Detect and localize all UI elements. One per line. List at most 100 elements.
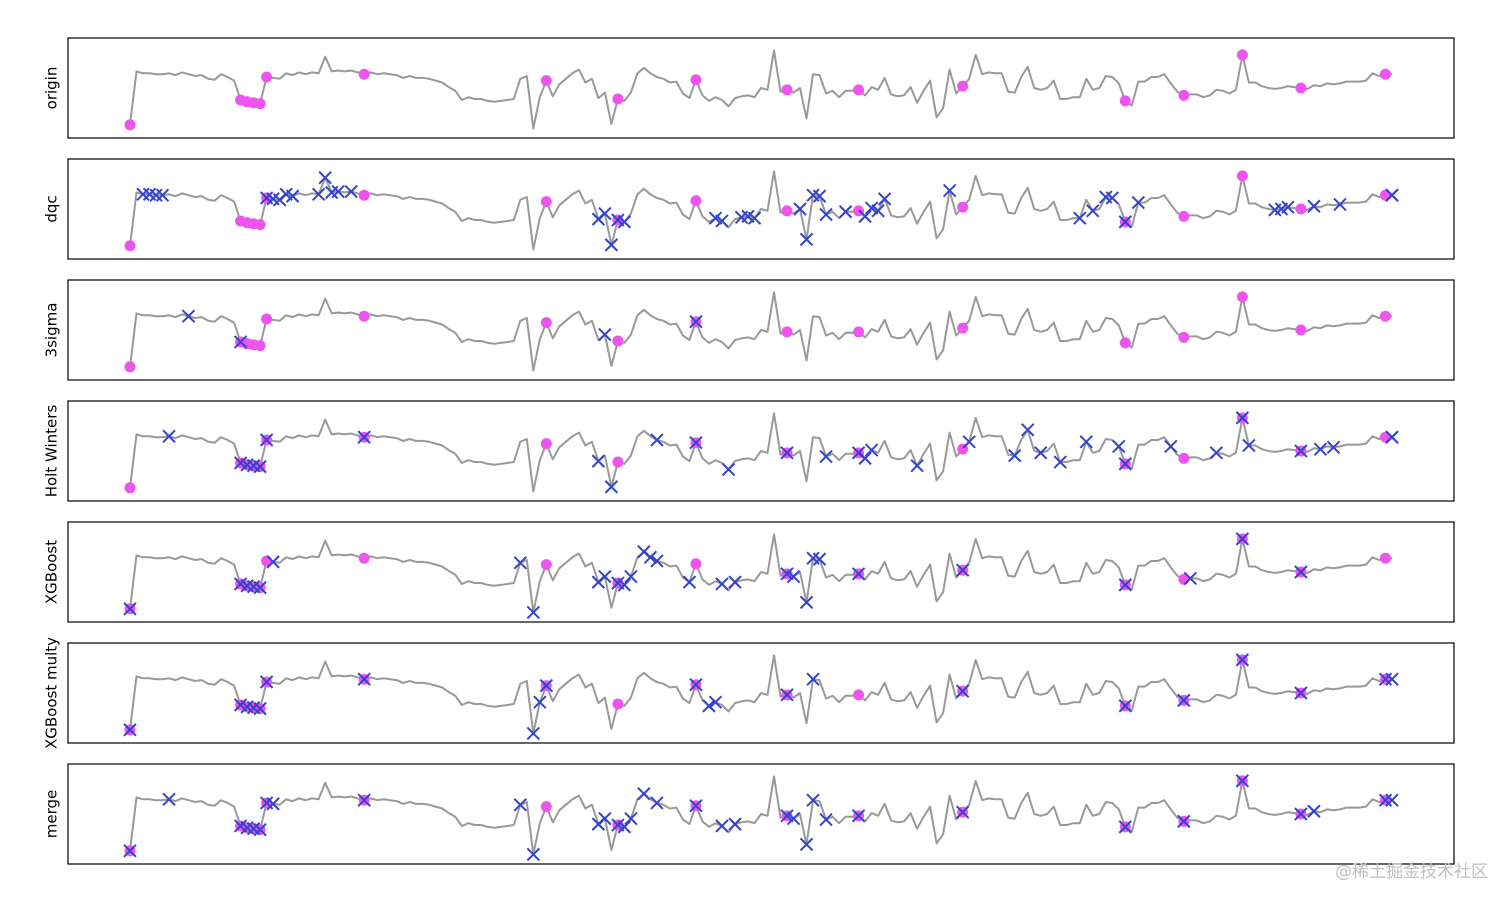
true-anomaly-point: [261, 71, 273, 83]
detected-anomaly-mark: [1385, 430, 1399, 444]
detected-anomaly-mark: [123, 844, 137, 858]
true-anomaly-point: [124, 361, 136, 373]
detected-anomaly-mark: [689, 436, 703, 450]
true-anomaly-point: [1295, 324, 1307, 336]
true-anomaly-point: [957, 80, 969, 92]
detected-anomaly-mark: [259, 675, 274, 689]
true-anomaly-point: [1236, 170, 1248, 182]
detected-anomaly-mark: [1378, 793, 1393, 807]
watermark-text: @稀土掘金技术社区: [1335, 862, 1488, 882]
detected-anomaly-mark: [643, 550, 658, 564]
detected-anomaly-mark: [539, 678, 554, 693]
detected-anomaly-mark: [851, 809, 866, 823]
panel-0: origin: [43, 37, 1455, 139]
detected-anomaly-mark: [1209, 446, 1224, 460]
detected-anomaly-mark: [266, 555, 280, 569]
true-anomaly-point: [358, 68, 370, 80]
detected-anomaly-mark: [513, 556, 528, 570]
detected-anomaly-mark: [838, 205, 853, 219]
detected-anomaly-mark: [1073, 211, 1087, 225]
true-anomaly-point: [957, 322, 969, 334]
panel-frame: [67, 37, 1455, 139]
true-anomaly-point: [612, 335, 624, 347]
detected-anomaly-mark: [819, 449, 833, 464]
detected-anomaly-mark: [253, 580, 267, 595]
detected-anomaly-mark: [591, 454, 606, 468]
detected-anomaly-mark: [526, 847, 541, 862]
detected-anomaly-mark: [136, 187, 150, 201]
detected-anomaly-mark: [598, 327, 612, 342]
detected-anomaly-mark: [871, 204, 885, 218]
series-line: [129, 775, 1392, 856]
detected-anomaly-mark: [864, 443, 879, 457]
true-anomaly-point: [1178, 331, 1190, 343]
detected-anomaly-mark: [155, 188, 170, 202]
detected-anomaly-mark: [708, 695, 723, 709]
true-anomaly-point: [1295, 82, 1307, 94]
true-anomaly-point: [1178, 210, 1190, 222]
detected-anomaly-mark: [598, 811, 612, 826]
detected-anomaly-mark: [1021, 423, 1035, 437]
panel-frame: [67, 521, 1455, 623]
panel-frame: [67, 763, 1455, 865]
detected-anomaly-mark: [1333, 197, 1347, 212]
detected-anomaly-mark: [799, 232, 814, 247]
true-anomaly-point: [254, 98, 266, 110]
detected-anomaly-mark: [942, 183, 957, 198]
detected-anomaly-mark: [650, 796, 664, 810]
detected-anomaly-mark: [812, 189, 827, 203]
detected-anomaly-mark: [637, 787, 651, 801]
panel-label: 3sigma: [43, 303, 61, 358]
detected-anomaly-mark: [598, 206, 612, 221]
true-anomaly-point: [612, 698, 624, 710]
detected-anomaly-mark: [1112, 439, 1126, 454]
detected-anomaly-mark: [123, 723, 137, 737]
true-anomaly-point: [358, 189, 370, 201]
true-anomaly-point: [853, 326, 865, 338]
detected-anomaly-mark: [851, 567, 866, 581]
panel-frame: [67, 158, 1455, 260]
true-anomaly-point: [540, 196, 552, 208]
detected-anomaly-mark: [1235, 774, 1250, 788]
true-anomaly-point: [540, 559, 552, 571]
detected-anomaly-mark: [1294, 686, 1308, 700]
true-anomaly-point: [1379, 310, 1391, 322]
detected-anomaly-mark: [877, 192, 892, 206]
detected-anomaly-mark: [1294, 565, 1308, 579]
detected-anomaly-mark: [233, 335, 248, 349]
detected-anomaly-mark: [1385, 672, 1399, 686]
detected-anomaly-mark: [318, 171, 332, 185]
true-anomaly-point: [1236, 49, 1248, 61]
detected-anomaly-mark: [780, 688, 794, 702]
detected-anomaly-mark: [650, 433, 664, 447]
detected-anomaly-mark: [266, 797, 280, 811]
detected-anomaly-mark: [799, 595, 814, 610]
panel-2: 3sigma: [43, 279, 1455, 381]
detected-anomaly-mark: [1294, 444, 1308, 458]
detected-anomaly-mark: [1086, 204, 1100, 218]
detected-anomaly-mark: [259, 433, 274, 447]
detected-anomaly-mark: [162, 792, 176, 806]
detected-anomaly-mark: [1177, 693, 1191, 708]
detected-anomaly-mark: [526, 726, 541, 741]
detected-anomaly-mark: [793, 202, 807, 216]
detected-anomaly-mark: [689, 678, 703, 692]
detected-anomaly-mark: [604, 238, 619, 252]
true-anomaly-point: [540, 317, 552, 329]
detected-anomaly-mark: [1307, 199, 1321, 213]
detected-anomaly-mark: [650, 554, 664, 568]
detected-anomaly-mark: [604, 480, 619, 494]
detected-anomaly-mark: [357, 430, 371, 444]
detected-anomaly-mark: [253, 701, 267, 716]
detected-anomaly-mark: [962, 435, 976, 449]
true-anomaly-point: [540, 438, 552, 450]
series-line: [129, 654, 1392, 735]
series-line: [129, 291, 1392, 372]
detected-anomaly-mark: [624, 569, 638, 584]
true-anomaly-point: [1379, 552, 1391, 564]
true-anomaly-point: [690, 558, 702, 570]
detected-anomaly-mark: [181, 309, 196, 323]
true-anomaly-point: [261, 313, 273, 325]
detected-anomaly-mark: [598, 569, 612, 584]
